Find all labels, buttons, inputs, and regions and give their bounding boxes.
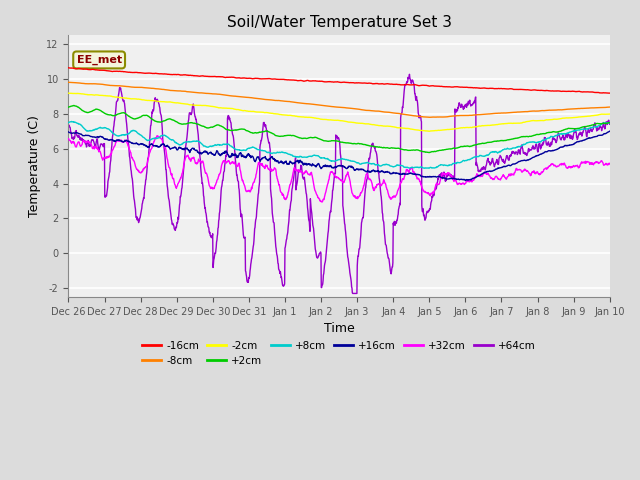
Text: EE_met: EE_met <box>77 55 122 65</box>
Y-axis label: Temperature (C): Temperature (C) <box>28 115 41 217</box>
Legend: -16cm, -8cm, -2cm, +2cm, +8cm, +16cm, +32cm, +64cm: -16cm, -8cm, -2cm, +2cm, +8cm, +16cm, +3… <box>138 336 540 370</box>
Title: Soil/Water Temperature Set 3: Soil/Water Temperature Set 3 <box>227 15 452 30</box>
X-axis label: Time: Time <box>324 322 355 335</box>
